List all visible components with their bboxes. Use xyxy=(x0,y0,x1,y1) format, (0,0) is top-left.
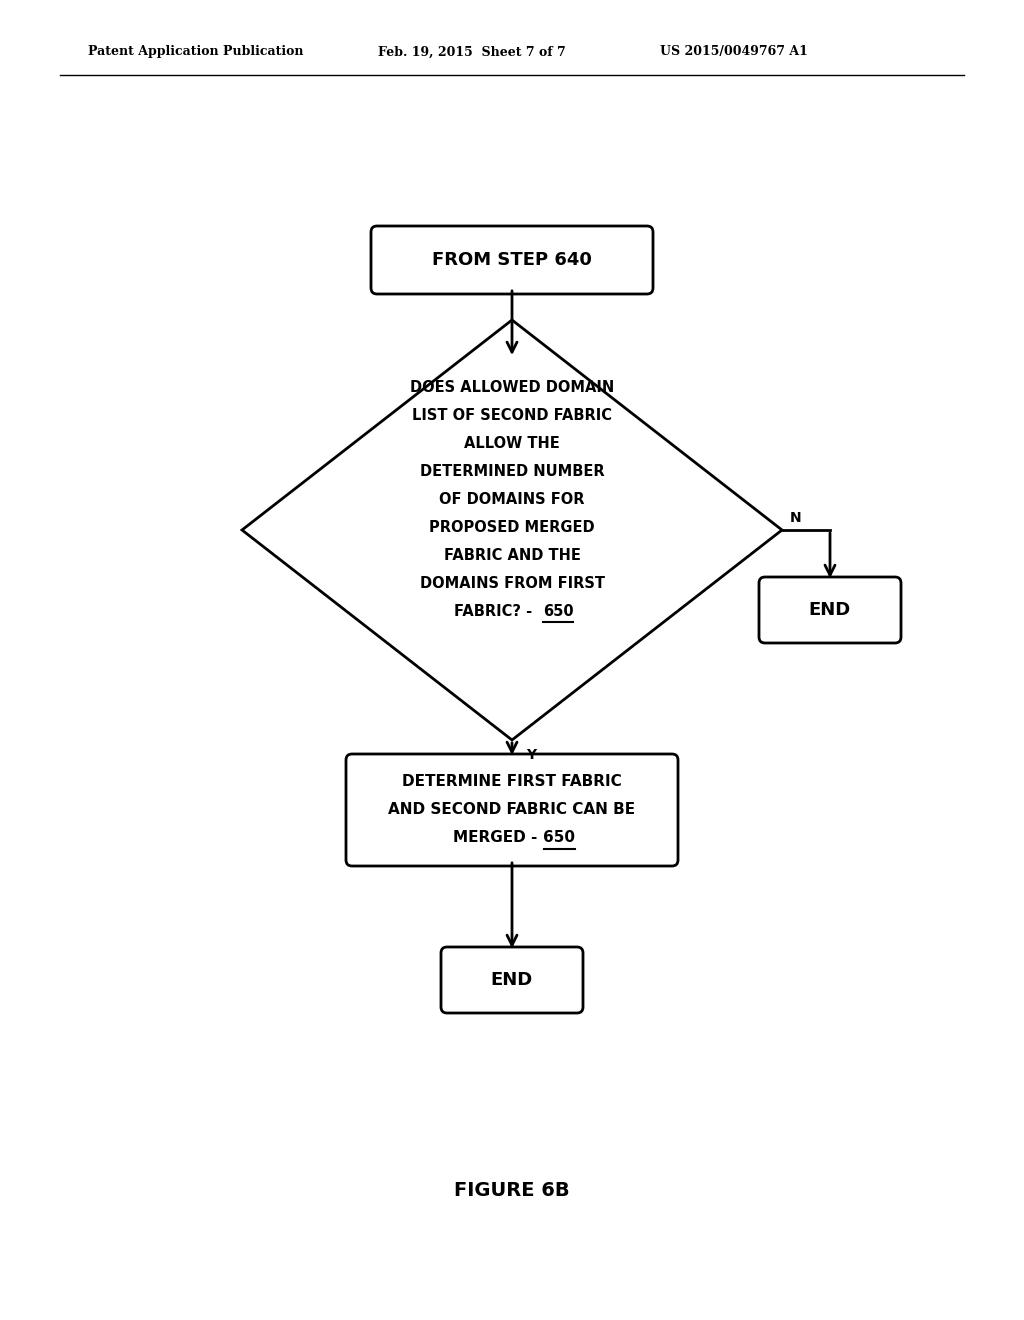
Text: N: N xyxy=(790,511,802,525)
Text: Y: Y xyxy=(526,748,537,762)
Text: DOES ALLOWED DOMAIN: DOES ALLOWED DOMAIN xyxy=(410,380,614,396)
Text: END: END xyxy=(809,601,851,619)
Text: FABRIC? -: FABRIC? - xyxy=(455,605,538,619)
Text: LIST OF SECOND FABRIC: LIST OF SECOND FABRIC xyxy=(412,408,612,424)
Text: Patent Application Publication: Patent Application Publication xyxy=(88,45,303,58)
Text: ALLOW THE: ALLOW THE xyxy=(464,437,560,451)
FancyBboxPatch shape xyxy=(371,226,653,294)
Text: OF DOMAINS FOR: OF DOMAINS FOR xyxy=(439,492,585,507)
Text: US 2015/0049767 A1: US 2015/0049767 A1 xyxy=(660,45,808,58)
Text: 650: 650 xyxy=(543,605,573,619)
Text: AND SECOND FABRIC CAN BE: AND SECOND FABRIC CAN BE xyxy=(388,803,636,817)
Text: DOMAINS FROM FIRST: DOMAINS FROM FIRST xyxy=(420,577,604,591)
FancyBboxPatch shape xyxy=(441,946,583,1012)
FancyBboxPatch shape xyxy=(346,754,678,866)
Polygon shape xyxy=(242,319,782,741)
Text: MERGED -: MERGED - xyxy=(454,830,543,846)
Text: FABRIC AND THE: FABRIC AND THE xyxy=(443,549,581,564)
Text: FROM STEP 640: FROM STEP 640 xyxy=(432,251,592,269)
Text: FIGURE 6B: FIGURE 6B xyxy=(455,1180,569,1200)
Text: Feb. 19, 2015  Sheet 7 of 7: Feb. 19, 2015 Sheet 7 of 7 xyxy=(378,45,565,58)
Text: DETERMINED NUMBER: DETERMINED NUMBER xyxy=(420,465,604,479)
FancyBboxPatch shape xyxy=(759,577,901,643)
Text: DETERMINE FIRST FABRIC: DETERMINE FIRST FABRIC xyxy=(402,775,622,789)
Text: PROPOSED MERGED: PROPOSED MERGED xyxy=(429,520,595,536)
Text: 650: 650 xyxy=(543,830,575,846)
Text: END: END xyxy=(490,972,534,989)
